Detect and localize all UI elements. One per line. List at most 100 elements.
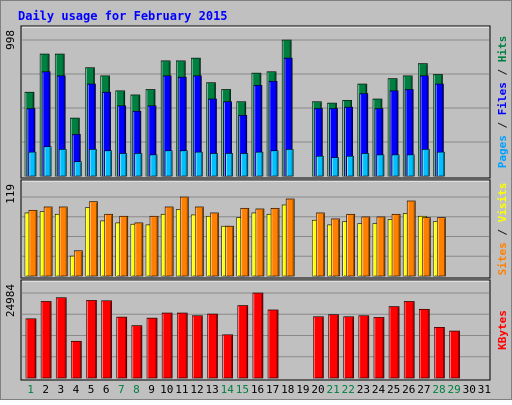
bar-fill (240, 207, 250, 277)
bar-fill (207, 313, 218, 379)
bar-kbytes (131, 325, 143, 379)
bar-fill (449, 330, 460, 379)
bar-fill (146, 317, 158, 379)
bar-pages (255, 151, 264, 177)
chart-title: Daily usage for February 2015 (18, 9, 228, 23)
bar-sites (89, 201, 98, 277)
bar-kbytes (146, 317, 158, 379)
bar-fill (74, 250, 83, 277)
axis-label-part: Files (496, 82, 509, 115)
day-label-31: 31 (478, 383, 491, 396)
bar-pages (422, 149, 430, 177)
bar-fill (222, 334, 233, 379)
bar-fill (285, 149, 294, 177)
bar-fill (252, 292, 264, 379)
bar-pages (43, 146, 52, 177)
bar-pages (164, 150, 173, 177)
bar-fill (403, 301, 415, 379)
bar-fill (195, 151, 203, 177)
bar-fill (104, 150, 112, 177)
bar-fill (28, 151, 37, 177)
bar-fill (346, 213, 356, 277)
bar-pages (119, 153, 128, 177)
bar-fill (270, 207, 280, 277)
bar-fill (285, 198, 295, 277)
bar-fill (104, 213, 113, 277)
day-label-21: 21 (327, 383, 340, 396)
bar-fill (210, 153, 218, 177)
bar-sites (74, 250, 83, 277)
bar-fill (28, 209, 38, 277)
bar-kbytes (403, 301, 415, 379)
day-label-2: 2 (42, 383, 49, 396)
bar-fill (343, 316, 355, 379)
bar-fill (192, 315, 203, 379)
bar-fill (55, 297, 67, 379)
bar-pages (285, 149, 294, 177)
bar-kbytes (267, 309, 279, 379)
bar-fill (437, 151, 445, 177)
bar-fill (58, 206, 68, 277)
day-label-20: 20 (311, 383, 324, 396)
bar-pages (104, 150, 112, 177)
bar-fill (434, 327, 445, 379)
bar-sites (104, 213, 113, 277)
bar-fill (25, 318, 37, 379)
day-label-24: 24 (372, 383, 386, 396)
bar-fill (406, 200, 416, 277)
bar-sites (28, 209, 38, 277)
bar-fill (361, 216, 371, 277)
bar-kbytes (419, 308, 430, 379)
bar-sites (270, 207, 280, 277)
bar-fill (43, 206, 53, 277)
bar-pages (149, 154, 158, 177)
bar-sites (391, 213, 401, 277)
bar-sites (331, 218, 340, 277)
bar-kbytes (237, 305, 249, 379)
bar-fill (225, 153, 233, 177)
day-label-18: 18 (281, 383, 294, 396)
day-label-15: 15 (236, 383, 249, 396)
bar-pages (361, 153, 370, 177)
bar-fill (149, 154, 158, 177)
day-label-4: 4 (73, 383, 80, 396)
series-sites (28, 196, 446, 277)
axis-series-label: KBytes (496, 310, 509, 350)
panel-hits-files-pages: 998 Pages / Files / Hits (4, 25, 509, 179)
bar-sites (134, 222, 144, 277)
bar-kbytes (55, 297, 67, 379)
bar-fill (361, 153, 370, 177)
bar-fill (89, 149, 97, 177)
bar-fill (376, 216, 386, 277)
bar-pages (406, 154, 415, 177)
bar-fill (58, 149, 67, 177)
day-label-14: 14 (221, 383, 235, 396)
bar-kbytes (71, 340, 82, 379)
bar-fill (437, 217, 446, 277)
bar-fill (255, 208, 265, 277)
bar-sites (376, 216, 386, 277)
axis-label-part: Hits (496, 36, 509, 63)
bar-kbytes (313, 316, 324, 379)
bar-kbytes (116, 316, 128, 379)
day-label-7: 7 (118, 383, 125, 396)
bar-sites (437, 217, 446, 277)
bar-sites (240, 207, 250, 277)
panel-kbytes: 24984 KBytes (4, 279, 509, 381)
day-label-12: 12 (190, 383, 203, 396)
bar-fill (391, 213, 401, 277)
bar-fill (388, 306, 400, 379)
y-max-label: 119 (4, 184, 17, 204)
bar-fill (267, 309, 279, 379)
bar-fill (255, 151, 264, 177)
panel-sites-visits: 119 Sites / Visits (4, 179, 509, 279)
day-label-11: 11 (175, 383, 188, 396)
day-label-5: 5 (88, 383, 95, 396)
bar-pages (391, 154, 400, 177)
bar-fill (316, 155, 324, 177)
bar-pages (437, 151, 445, 177)
axis-label-part: KBytes (496, 310, 509, 350)
day-labels: 1 2 3 4 5 6 7 8 9 10 11 12 13 14 15 16 17 18 19 20 21 22 23 24 2… (27, 383, 491, 396)
bar-kbytes (207, 313, 218, 379)
bar-pages (331, 157, 339, 177)
